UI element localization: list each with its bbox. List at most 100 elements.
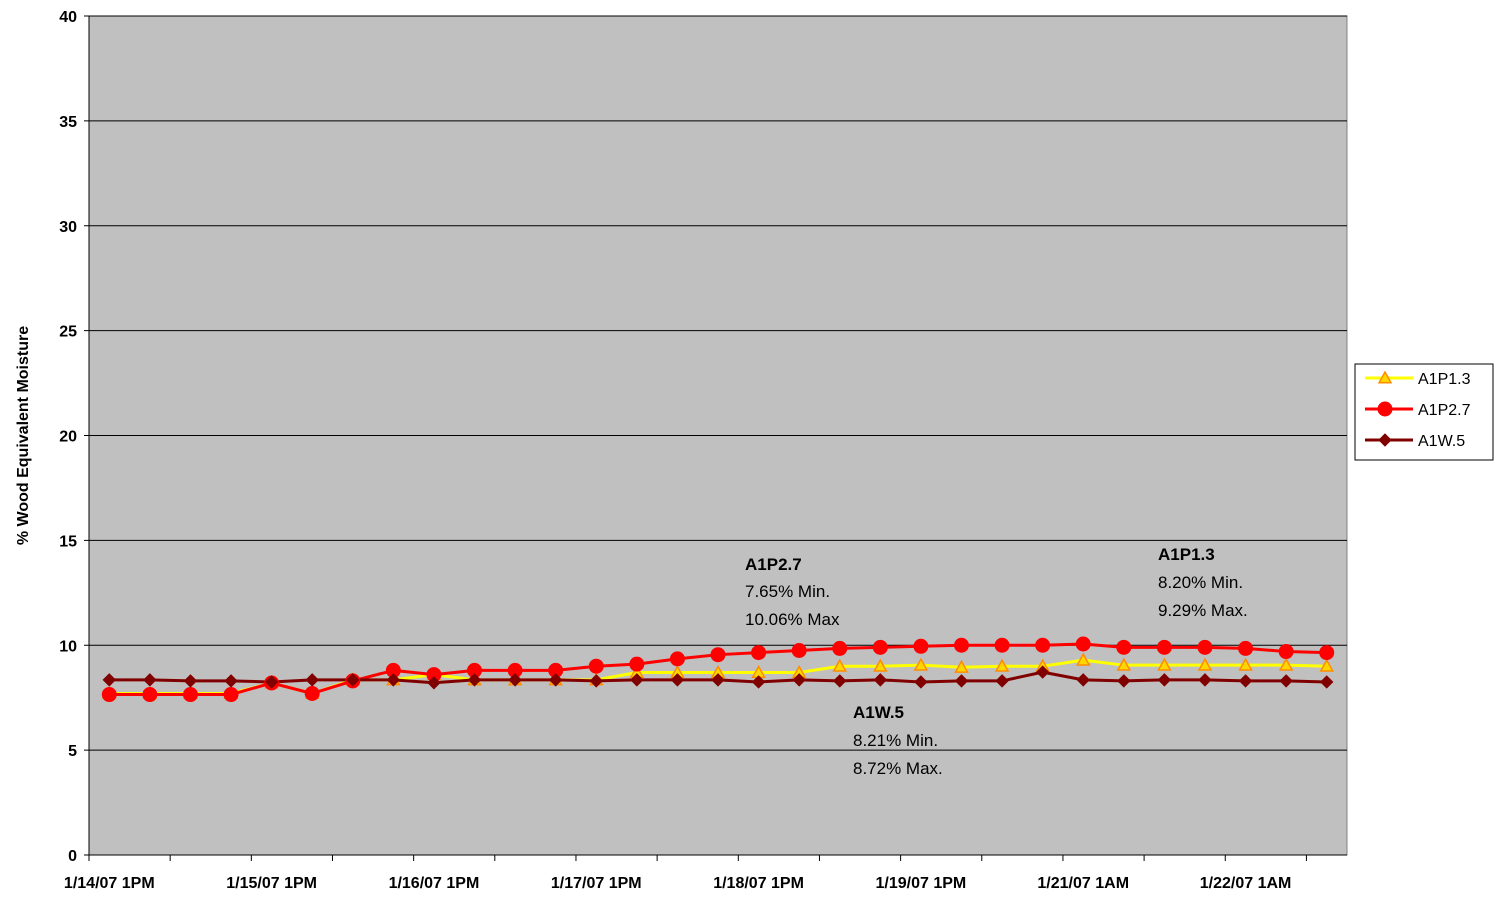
- data-point-a1p27: [994, 637, 1010, 653]
- data-point-a1w5: [1198, 673, 1212, 687]
- data-point-a1w5: [833, 674, 847, 688]
- y-tick-label: 40: [59, 9, 77, 26]
- data-point-a1w5: [427, 676, 441, 690]
- data-point-a1p27: [1197, 639, 1213, 655]
- data-point-a1p27: [1075, 636, 1091, 652]
- y-tick-label: 30: [59, 219, 77, 236]
- x-tick-label: 1/21/07 1AM: [1037, 875, 1129, 892]
- x-tick-label: 1/22/07 1AM: [1200, 875, 1292, 892]
- annotation-min: 8.21% Min.: [853, 731, 938, 750]
- y-tick-label: 20: [59, 429, 77, 446]
- data-point-a1p13: [1116, 657, 1132, 671]
- data-point-a1p27: [710, 647, 726, 663]
- legend-swatch-marker: [1378, 433, 1392, 447]
- data-point-a1p27: [101, 687, 117, 703]
- data-point-a1p27: [872, 639, 888, 655]
- data-point-a1w5: [873, 673, 888, 687]
- annotation-a1w5: A1W.5 8.21% Min. 8.72% Max.: [853, 703, 943, 778]
- data-point-a1p27: [832, 640, 848, 656]
- data-point-a1w5: [670, 673, 685, 687]
- data-point-a1p13: [832, 658, 848, 672]
- data-point-a1w5: [224, 674, 238, 688]
- data-point-a1w5: [1076, 673, 1090, 687]
- data-point-a1p27: [953, 637, 969, 653]
- data-point-a1w5: [102, 673, 116, 687]
- data-point-a1w5: [183, 674, 198, 688]
- axes: 0 5 10 15 20 25 30 35 40 1/14/07 1PM 1/15/07 1PM 1/…: [59, 9, 1347, 892]
- data-point-a1w5: [386, 673, 401, 687]
- data-point-a1p27: [142, 687, 158, 703]
- annotation-a1p13: A1P1.3 8.20% Min. 9.29% Max.: [1158, 545, 1248, 620]
- annotation-max: 8.72% Max.: [853, 759, 943, 778]
- data-point-a1p13: [1319, 658, 1334, 672]
- data-point-a1w5: [467, 673, 482, 687]
- data-point-a1p27: [182, 687, 198, 703]
- annotation-max: 9.29% Max.: [1158, 601, 1248, 620]
- data-point-a1p27: [1319, 645, 1335, 661]
- annotation-max: 10.06% Max: [745, 610, 840, 629]
- data-point-a1w5: [1320, 675, 1334, 689]
- data-point-a1w5: [1117, 674, 1131, 688]
- data-point-a1p27: [629, 656, 645, 672]
- x-tick-label: 1/14/07 1PM: [64, 875, 155, 892]
- data-point-a1p13: [1238, 657, 1253, 671]
- legend-label: A1P1.3: [1418, 371, 1471, 388]
- data-point-a1w5: [1157, 673, 1172, 687]
- data-point-a1w5: [305, 673, 319, 687]
- y-tick-label: 0: [68, 848, 77, 865]
- annotation-a1p27: A1P2.7 7.65% Min. 10.06% Max: [745, 555, 840, 629]
- data-point-a1p13: [1075, 652, 1091, 666]
- y-tick-label: 10: [59, 638, 77, 655]
- data-point-a1p13: [1157, 657, 1172, 671]
- data-point-a1p27: [913, 638, 929, 654]
- data-point-a1w5: [264, 675, 279, 689]
- data-point-a1p27: [1116, 639, 1132, 655]
- data-point-a1p13: [954, 659, 969, 673]
- data-point-a1w5: [1279, 674, 1293, 688]
- data-point-a1w5: [1238, 674, 1253, 688]
- annotation-title: A1P1.3: [1158, 545, 1215, 564]
- y-axis-title: % Wood Equivalent Moisture: [15, 326, 32, 545]
- data-point-a1p27: [588, 658, 604, 674]
- data-point-a1p13: [1278, 657, 1294, 671]
- data-point-a1p27: [1156, 639, 1172, 655]
- legend-label: A1W.5: [1418, 433, 1465, 450]
- data-point-a1w5: [143, 673, 157, 687]
- y-tick-label: 5: [68, 743, 77, 760]
- data-point-a1w5: [954, 674, 969, 688]
- data-point-a1p27: [1035, 637, 1051, 653]
- data-point-a1p27: [751, 645, 767, 661]
- legend-label: A1P2.7: [1418, 402, 1471, 419]
- data-point-a1p27: [223, 687, 239, 703]
- y-tick-label: 25: [59, 324, 77, 341]
- legend-box: [1354, 363, 1494, 461]
- data-point-a1p27: [1238, 640, 1254, 656]
- legend: A1P1.3 A1P2.7 A1W.5: [1354, 363, 1494, 461]
- data-point-a1p13: [873, 658, 888, 672]
- legend-swatch-marker: [1377, 401, 1393, 417]
- legend-swatch-marker: [1377, 370, 1393, 384]
- data-point-a1w5: [914, 675, 928, 689]
- y-tick-label: 35: [59, 114, 77, 131]
- data-point-a1p13: [1197, 657, 1213, 671]
- x-tick-label: 1/19/07 1PM: [876, 875, 967, 892]
- data-point-a1p27: [669, 651, 685, 667]
- data-point-a1p27: [791, 642, 807, 658]
- data-point-a1w5: [1035, 665, 1050, 679]
- x-tick-label: 1/17/07 1PM: [551, 875, 642, 892]
- y-tick-label: 15: [59, 533, 77, 550]
- data-point-a1w5: [630, 673, 644, 687]
- data-point-a1w5: [792, 673, 806, 687]
- series-markers: [101, 636, 1335, 703]
- data-point-a1p13: [994, 658, 1010, 672]
- annotation-min: 8.20% Min.: [1158, 573, 1243, 592]
- data-point-a1w5: [711, 673, 725, 687]
- data-point-a1w5: [346, 673, 360, 687]
- data-point-a1p13: [913, 657, 929, 671]
- annotation-title: A1P2.7: [745, 555, 802, 574]
- x-tick-label: 1/16/07 1PM: [389, 875, 480, 892]
- data-point-a1w5: [508, 673, 522, 687]
- data-point-a1w5: [589, 674, 603, 688]
- x-tick-label: 1/15/07 1PM: [226, 875, 317, 892]
